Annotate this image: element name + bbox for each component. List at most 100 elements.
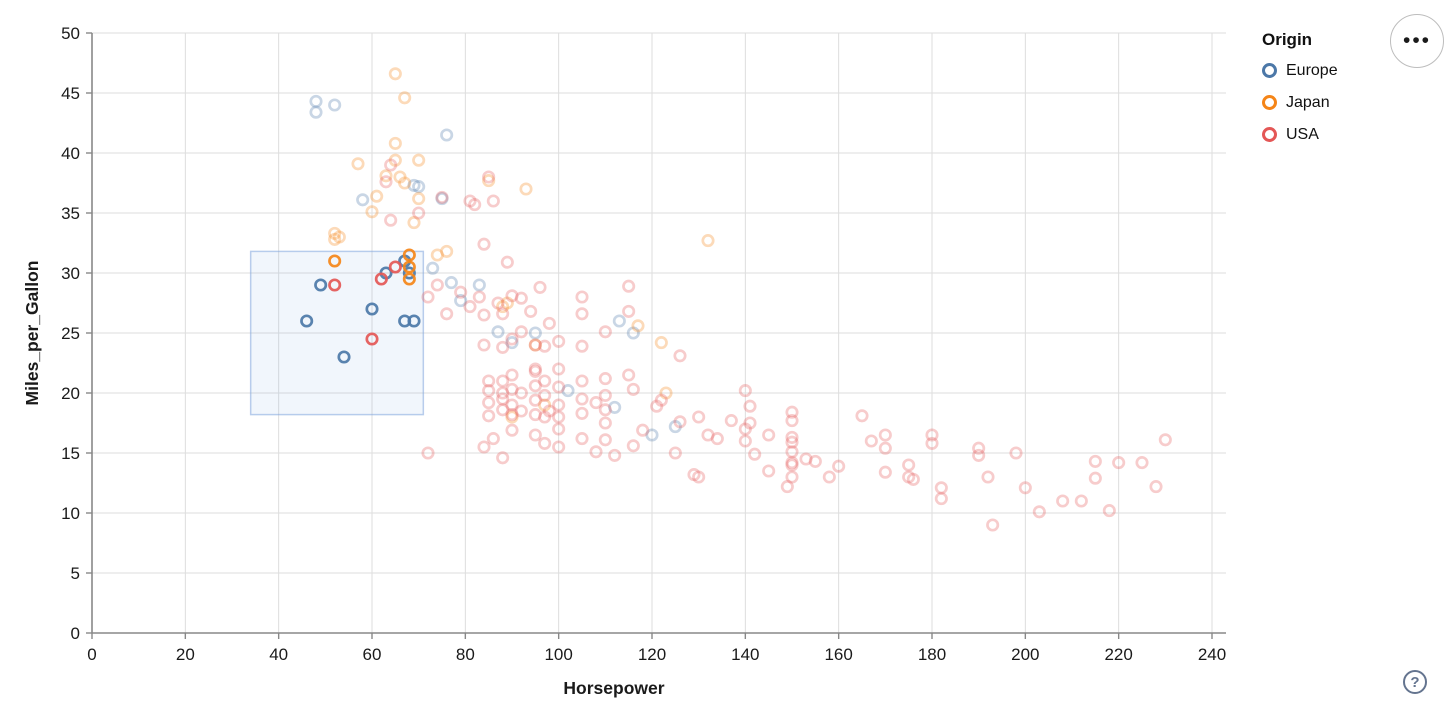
data-point-usa <box>514 291 528 305</box>
data-point-usa <box>710 432 724 446</box>
data-point-europe <box>528 326 542 340</box>
data-point-usa <box>505 368 519 382</box>
data-point-usa <box>636 423 650 437</box>
data-point-japan <box>398 91 412 105</box>
data-point-usa <box>542 316 556 330</box>
data-point-usa <box>542 404 556 418</box>
data-point-usa <box>822 470 836 484</box>
x-tick-label: 0 <box>87 645 96 664</box>
data-point-usa <box>598 325 612 339</box>
data-point-usa <box>514 325 528 339</box>
data-point-japan <box>365 205 379 219</box>
y-axis-title: Miles_per_Gallon <box>22 261 42 406</box>
data-point-usa <box>486 432 500 446</box>
data-point-usa <box>538 388 552 402</box>
data-point-usa <box>724 414 738 428</box>
data-point-usa <box>738 384 752 398</box>
data-point-usa <box>673 349 687 363</box>
legend-symbol-japan <box>1262 95 1277 110</box>
data-point-usa <box>365 332 379 346</box>
data-point-usa <box>575 307 589 321</box>
data-point-usa <box>528 338 542 352</box>
data-point-usa <box>491 296 505 310</box>
data-point-usa <box>668 446 682 460</box>
data-point-usa <box>902 470 916 484</box>
data-point-europe <box>314 278 328 292</box>
data-point-usa <box>552 334 566 348</box>
data-point-europe <box>491 325 505 339</box>
y-tick-label: 50 <box>61 24 80 43</box>
data-point-usa <box>832 459 846 473</box>
data-point-japan <box>379 169 393 183</box>
y-tick-label: 5 <box>71 564 80 583</box>
question-mark-icon: ? <box>1410 673 1420 691</box>
data-point-usa <box>864 434 878 448</box>
data-point-japan <box>332 230 346 244</box>
data-point-japan <box>388 153 402 167</box>
data-point-usa <box>622 368 636 382</box>
data-point-japan <box>659 386 673 400</box>
data-point-europe <box>454 294 468 308</box>
x-tick-label: 20 <box>176 645 195 664</box>
data-point-usa <box>575 406 589 420</box>
data-point-usa <box>528 379 542 393</box>
data-point-usa <box>1074 494 1088 508</box>
data-point-usa <box>650 399 664 413</box>
data-point-usa <box>589 396 603 410</box>
data-point-europe <box>402 266 416 280</box>
data-point-usa <box>575 432 589 446</box>
data-point-usa <box>430 278 444 292</box>
data-point-usa <box>514 404 528 418</box>
data-point-usa <box>598 433 612 447</box>
data-point-usa <box>468 198 482 212</box>
brush-selection[interactable] <box>249 250 425 416</box>
data-point-usa <box>538 436 552 450</box>
options-menu-button[interactable]: ••• <box>1390 14 1444 68</box>
data-point-usa <box>477 237 491 251</box>
data-point-usa <box>528 362 542 376</box>
data-point-usa <box>496 307 510 321</box>
data-point-usa <box>598 388 612 402</box>
data-point-usa <box>878 441 892 455</box>
data-point-usa <box>906 472 920 486</box>
data-point-usa <box>505 398 519 412</box>
data-point-usa <box>808 454 822 468</box>
data-point-usa <box>972 448 986 462</box>
data-point-usa <box>902 458 916 472</box>
data-point-usa <box>533 280 547 294</box>
data-point-usa <box>384 213 398 227</box>
data-point-usa <box>379 175 393 189</box>
y-tick-label: 0 <box>71 624 80 643</box>
x-tick-label: 140 <box>731 645 759 664</box>
data-point-usa <box>500 255 514 269</box>
data-point-usa <box>514 386 528 400</box>
data-point-usa <box>552 440 566 454</box>
data-point-europe <box>412 180 426 194</box>
data-point-japan <box>328 232 342 246</box>
data-point-usa <box>412 206 426 220</box>
data-point-europe <box>309 94 323 108</box>
data-point-japan <box>505 410 519 424</box>
data-point-japan <box>388 67 402 81</box>
data-point-usa <box>496 403 510 417</box>
data-point-usa <box>785 445 799 459</box>
data-point-usa <box>878 428 892 442</box>
help-button[interactable]: ? <box>1403 670 1427 694</box>
data-point-usa <box>528 364 542 378</box>
data-point-usa <box>972 441 986 455</box>
data-point-usa <box>575 290 589 304</box>
legend-label: Japan <box>1286 93 1330 111</box>
data-point-europe <box>300 314 314 328</box>
data-point-usa <box>528 393 542 407</box>
x-axis-title: Horsepower <box>563 678 664 698</box>
data-point-usa <box>524 304 538 318</box>
data-point-usa <box>1088 454 1102 468</box>
data-point-europe <box>337 350 351 364</box>
data-point-usa <box>622 279 636 293</box>
data-point-japan <box>398 176 412 190</box>
data-point-usa <box>1032 505 1046 519</box>
data-point-usa <box>1149 480 1163 494</box>
data-point-usa <box>589 445 603 459</box>
